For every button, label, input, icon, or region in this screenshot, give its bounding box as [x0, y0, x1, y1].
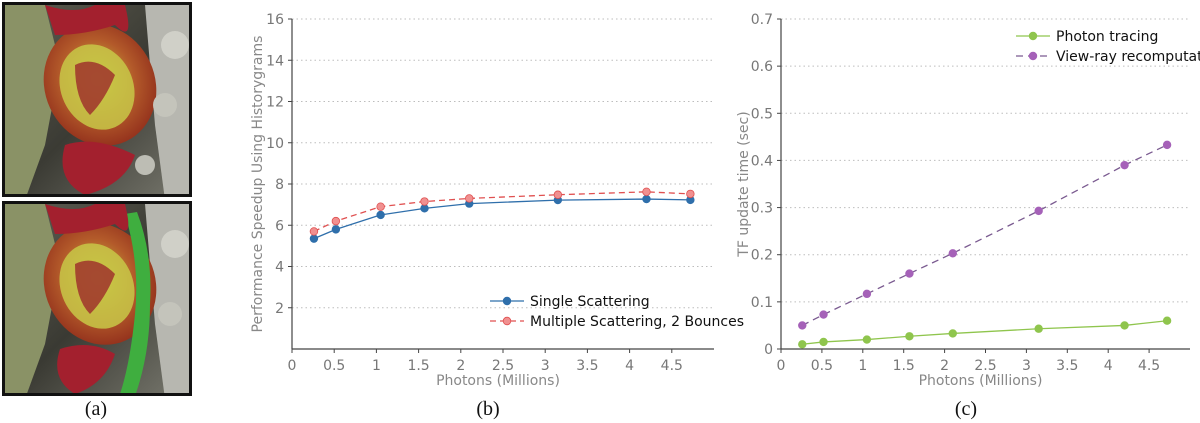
data-point — [376, 202, 385, 211]
data-point — [331, 225, 341, 234]
series-line — [801, 144, 1168, 327]
x-tick-label: 4.5 — [1138, 358, 1160, 374]
data-point — [331, 216, 341, 226]
legend-label: Multiple Scattering, 2 Bounces — [530, 314, 744, 330]
y-tick-label: 12 — [266, 95, 284, 111]
x-tick-label: 0 — [777, 358, 786, 374]
y-tick-label: 0 — [764, 342, 773, 358]
data-point — [642, 187, 651, 197]
y-axis-label: Performance Speedup Using Historygrams — [250, 36, 266, 333]
x-tick-label: 1.5 — [407, 358, 429, 374]
series-line — [802, 320, 1168, 345]
x-tick-label: 0.5 — [811, 358, 833, 374]
x-axis-label: Photons (Millions) — [919, 373, 1043, 389]
x-tick-label: 4 — [1104, 358, 1113, 374]
caption-b: (b) — [476, 398, 500, 420]
y-tick-label: 2 — [275, 301, 284, 317]
x-tick-label: 1 — [858, 358, 867, 374]
data-point — [686, 189, 695, 199]
data-point — [309, 227, 319, 236]
x-tick-label: 3.5 — [576, 358, 598, 374]
data-point — [465, 194, 474, 203]
y-tick-label: 16 — [266, 12, 284, 28]
data-point — [376, 210, 385, 220]
volume-render-top-art — [5, 5, 189, 194]
volume-render-bottom — [2, 201, 192, 396]
x-tick-label: 2.5 — [974, 358, 996, 374]
x-tick-label: 2 — [940, 358, 949, 374]
data-point — [1034, 206, 1043, 216]
y-tick-label: 0.4 — [751, 153, 773, 169]
data-point — [862, 335, 872, 344]
y-tick-label: 0.2 — [751, 248, 773, 264]
data-point — [819, 310, 828, 319]
legend-label: Photon tracing — [1056, 29, 1158, 45]
series-line — [313, 198, 691, 240]
caption-a: (a) — [84, 398, 108, 420]
data-point — [1162, 140, 1172, 150]
y-tick-label: 14 — [266, 53, 284, 69]
data-point — [420, 197, 429, 206]
x-tick-label: 1.5 — [893, 358, 915, 374]
x-tick-label: 4.5 — [661, 358, 683, 374]
data-point — [1034, 324, 1043, 333]
data-point — [798, 340, 807, 349]
x-tick-label: 0 — [288, 358, 297, 374]
data-point — [553, 190, 563, 199]
data-point — [1162, 316, 1172, 325]
legend-marker — [502, 296, 512, 306]
data-point — [819, 337, 828, 347]
legend-marker — [502, 316, 512, 326]
y-tick-label: 0.1 — [751, 295, 773, 311]
x-tick-label: 4 — [625, 358, 634, 374]
volume-render-top — [2, 2, 192, 197]
data-point — [862, 289, 872, 299]
x-tick-label: 3 — [541, 358, 550, 374]
x-axis-label: Photons (Millions) — [436, 373, 560, 389]
data-point — [1120, 160, 1129, 170]
data-point — [1120, 321, 1129, 330]
y-tick-label: 6 — [275, 218, 284, 234]
y-tick-label: 0.7 — [751, 12, 773, 28]
legend-label: Single Scattering — [530, 294, 650, 310]
data-point — [948, 329, 957, 338]
volume-render-bottom-art — [5, 204, 189, 393]
series-line — [313, 191, 691, 233]
y-tick-label: 4 — [275, 260, 284, 276]
legend-marker — [1028, 51, 1038, 61]
data-point — [905, 332, 914, 341]
y-axis-label: TF update time (sec) — [736, 111, 752, 257]
data-point — [948, 249, 957, 258]
y-tick-label: 0.5 — [751, 106, 773, 122]
caption-c: (c) — [954, 398, 978, 420]
x-tick-label: 2.5 — [492, 358, 514, 374]
legend-marker — [1028, 31, 1038, 41]
data-point — [905, 269, 914, 278]
y-tick-label: 0.3 — [751, 201, 773, 217]
x-tick-label: 3 — [1022, 358, 1031, 374]
y-tick-label: 0.6 — [751, 59, 773, 75]
y-tick-label: 10 — [266, 136, 284, 152]
data-point — [798, 321, 807, 330]
x-tick-label: 0.5 — [323, 358, 345, 374]
x-tick-label: 2 — [456, 358, 465, 374]
x-tick-label: 3.5 — [1056, 358, 1078, 374]
legend-label: View-ray recomputation — [1056, 49, 1200, 65]
x-tick-label: 1 — [372, 358, 381, 374]
y-tick-label: 8 — [275, 177, 284, 193]
